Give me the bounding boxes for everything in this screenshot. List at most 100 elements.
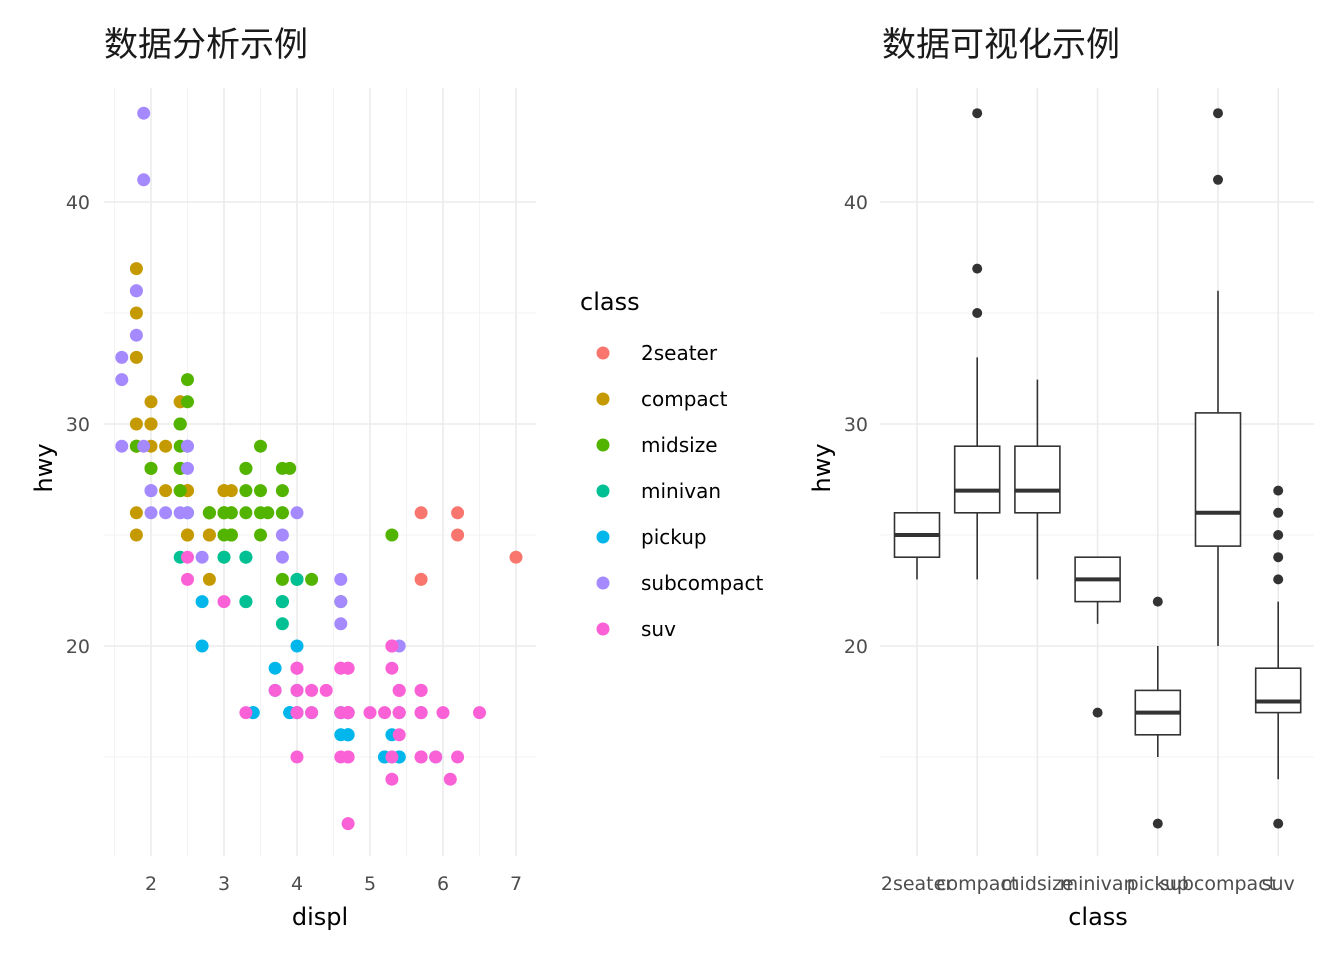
point-compact bbox=[181, 528, 194, 542]
scatter-y-axis-title: hwy bbox=[30, 443, 58, 492]
x-tick-label: 4 bbox=[291, 873, 303, 895]
point-subcompact bbox=[334, 617, 348, 631]
x-tick-label-pickup: pickup bbox=[1127, 873, 1189, 895]
point-subcompact bbox=[137, 439, 151, 453]
point-midsize bbox=[275, 461, 289, 475]
y-tick-label: 40 bbox=[66, 192, 90, 214]
point-suv bbox=[451, 750, 465, 764]
point-suv bbox=[385, 772, 399, 786]
point-subcompact bbox=[334, 572, 348, 586]
point-suv bbox=[334, 706, 348, 720]
legend-label-2seater: 2seater bbox=[641, 341, 718, 365]
legend-key-suv bbox=[596, 622, 610, 636]
point-2seater bbox=[414, 572, 428, 586]
point-compact bbox=[129, 506, 143, 520]
outlier-point bbox=[972, 308, 983, 318]
outlier-point bbox=[1273, 552, 1284, 563]
point-midsize bbox=[239, 484, 253, 498]
outlier-point bbox=[1152, 818, 1163, 829]
outlier-point bbox=[1273, 574, 1284, 585]
legend-label-suv: suv bbox=[641, 617, 676, 641]
point-subcompact bbox=[334, 595, 348, 609]
x-tick-label: 5 bbox=[364, 873, 376, 895]
box-suv bbox=[1254, 485, 1302, 829]
point-compact bbox=[129, 262, 143, 276]
box-body bbox=[953, 445, 1001, 514]
y-tick-label: 20 bbox=[844, 636, 868, 658]
point-compact bbox=[159, 439, 173, 453]
legend-title: class bbox=[580, 288, 640, 316]
y-tick-label: 30 bbox=[66, 414, 90, 436]
point-pickup bbox=[195, 595, 209, 609]
point-suv bbox=[392, 728, 406, 742]
point-compact bbox=[144, 395, 158, 409]
point-compact bbox=[129, 417, 143, 431]
point-midsize bbox=[173, 417, 187, 431]
point-suv bbox=[429, 750, 443, 764]
point-suv bbox=[414, 750, 428, 764]
point-subcompact bbox=[129, 284, 143, 298]
outlier-point bbox=[972, 263, 983, 274]
point-compact bbox=[144, 417, 158, 431]
point-suv bbox=[217, 595, 231, 609]
point-midsize bbox=[385, 528, 399, 542]
point-subcompact bbox=[195, 550, 209, 564]
scatter-title: 数据分析示例 bbox=[104, 25, 308, 65]
point-minivan bbox=[290, 572, 304, 586]
legend-label-pickup: pickup bbox=[641, 525, 707, 549]
box-body bbox=[1254, 667, 1302, 714]
point-subcompact bbox=[159, 506, 173, 520]
point-pickup bbox=[195, 639, 209, 653]
boxplot-boxes bbox=[893, 108, 1302, 829]
legend-key-2seater bbox=[596, 346, 610, 360]
point-compact bbox=[129, 350, 143, 364]
scatter-points bbox=[115, 106, 523, 831]
point-suv bbox=[239, 706, 253, 720]
box-body bbox=[1194, 412, 1242, 547]
y-tick-label: 30 bbox=[844, 414, 868, 436]
x-tick-label-subcompact: subcompact bbox=[1160, 873, 1276, 895]
point-subcompact bbox=[181, 461, 194, 475]
point-suv bbox=[473, 706, 486, 720]
boxplot-y-axis-title: hwy bbox=[808, 443, 836, 492]
y-tick-label: 20 bbox=[66, 636, 90, 658]
point-suv bbox=[319, 683, 333, 697]
point-suv bbox=[268, 683, 282, 697]
point-compact bbox=[217, 484, 231, 498]
point-midsize bbox=[275, 484, 289, 498]
point-subcompact bbox=[275, 528, 289, 542]
point-suv bbox=[181, 550, 194, 564]
point-midsize bbox=[224, 506, 238, 520]
box-body bbox=[1014, 445, 1061, 514]
point-subcompact bbox=[181, 439, 194, 453]
scatter-x-axis-title: displ bbox=[292, 903, 348, 931]
legend-key-compact bbox=[596, 392, 610, 406]
point-2seater bbox=[414, 506, 428, 520]
point-suv bbox=[305, 683, 319, 697]
point-suv bbox=[392, 683, 406, 697]
legend-key-pickup bbox=[596, 530, 610, 544]
point-subcompact bbox=[290, 506, 304, 520]
x-tick-label-compact: compact bbox=[936, 873, 1018, 895]
x-tick-label-2seater: 2seater bbox=[881, 873, 953, 895]
point-subcompact bbox=[115, 350, 129, 364]
outlier-point bbox=[1152, 596, 1163, 607]
point-compact bbox=[129, 528, 143, 542]
point-suv bbox=[385, 661, 399, 675]
point-subcompact bbox=[144, 484, 158, 498]
point-compact bbox=[202, 528, 216, 542]
point-subcompact bbox=[115, 439, 129, 453]
box-minivan bbox=[1074, 556, 1121, 718]
legend-label-midsize: midsize bbox=[641, 433, 718, 457]
point-subcompact bbox=[137, 106, 151, 120]
y-tick-label: 40 bbox=[844, 192, 868, 214]
outlier-point bbox=[1273, 507, 1284, 518]
point-midsize bbox=[254, 506, 267, 520]
point-midsize bbox=[181, 395, 194, 409]
scatter-x-ticks: 2 3 4 5 6 7 bbox=[145, 873, 522, 895]
point-subcompact bbox=[173, 506, 187, 520]
point-minivan bbox=[239, 550, 253, 564]
outlier-point bbox=[1273, 818, 1284, 829]
point-pickup bbox=[268, 661, 282, 675]
point-suv bbox=[341, 661, 355, 675]
